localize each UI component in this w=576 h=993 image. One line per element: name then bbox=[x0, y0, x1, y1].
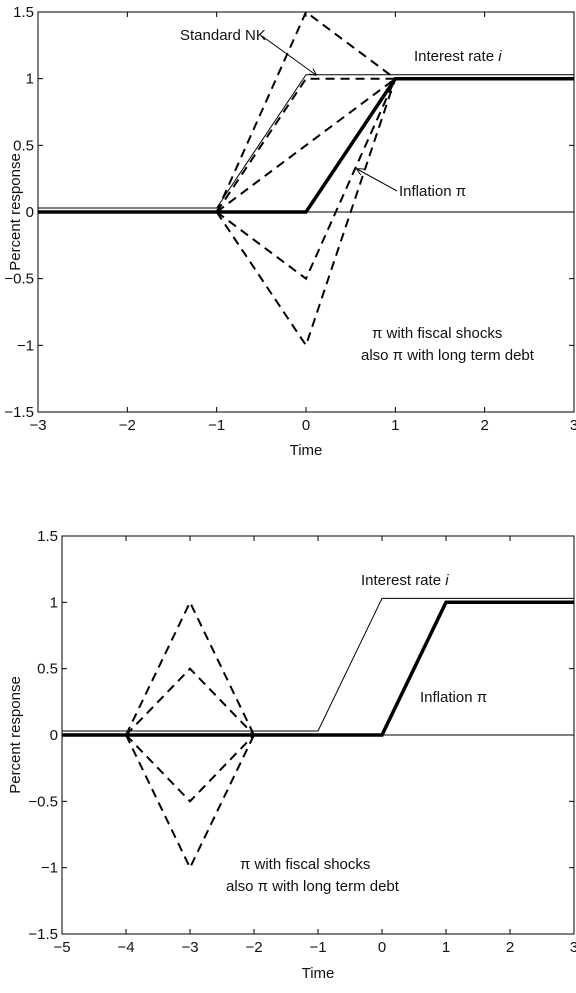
chart-panel-top: −3 −2 −1 0 1 2 3 −1.5 −1 −0.5 0 0.5 1 1.5 Time Perce… bbox=[4, 4, 576, 459]
x-axis-title: Time bbox=[302, 965, 335, 982]
x-tick-labels: −5 −4 −3 −2 −1 0 1 2 3 bbox=[53, 939, 576, 956]
series-line-dashed-3 bbox=[125, 667, 255, 736]
axis-ticks bbox=[61, 535, 575, 935]
x-tick-label: −2 bbox=[119, 417, 136, 434]
annotation-fiscal-shocks: π with fiscal shocks bbox=[372, 325, 502, 342]
x-tick-label: −4 bbox=[117, 939, 134, 956]
y-axis-title: Percent response bbox=[7, 153, 24, 271]
annotation-fiscal-shocks: π with fiscal shocks bbox=[240, 856, 370, 873]
x-tick-label: 3 bbox=[570, 417, 576, 434]
series-line-dashed-6 bbox=[215, 78, 397, 348]
y-tick-label: 1 bbox=[26, 71, 34, 88]
y-tick-label: 0.5 bbox=[13, 137, 34, 154]
y-axis-title: Percent response bbox=[7, 676, 24, 794]
y-tick-label: 1.5 bbox=[37, 528, 58, 545]
chart-panel-bottom: −5 −4 −3 −2 −1 0 1 2 3 −1.5 −1 −0.5 0 0.5 1 1.5 Time P… bbox=[7, 528, 576, 982]
y-tick-label: 0.5 bbox=[37, 661, 58, 678]
series-line-dashed-5 bbox=[125, 734, 255, 871]
series-line-dashed-2 bbox=[215, 10, 396, 213]
y-tick-label: −1 bbox=[17, 337, 34, 354]
annotation-inflation: Inflation π bbox=[399, 183, 466, 200]
series-line-dashed-4 bbox=[125, 734, 255, 803]
y-tick-label: 1 bbox=[50, 594, 58, 611]
x-tick-label: −2 bbox=[245, 939, 262, 956]
arrow-standard-nk bbox=[261, 35, 316, 75]
annotation-standard-nk: Standard NK bbox=[180, 27, 266, 44]
annotation-interest-rate: Interest rate i bbox=[414, 48, 502, 65]
x-axis-title: Time bbox=[290, 442, 323, 459]
y-tick-label: 0 bbox=[50, 727, 58, 744]
series-line-thick-1 bbox=[38, 76, 574, 214]
x-tick-label: 0 bbox=[302, 417, 310, 434]
series-line-dashed-4 bbox=[216, 77, 396, 213]
x-tick-labels: −3 −2 −1 0 1 2 3 bbox=[29, 417, 576, 434]
x-tick-label: 2 bbox=[480, 417, 488, 434]
annotation-long-term-debt: also π with long term debt bbox=[361, 347, 535, 364]
arrow-inflation bbox=[357, 169, 398, 192]
x-tick-label: 0 bbox=[378, 939, 386, 956]
series-line-thin-0 bbox=[38, 74, 574, 209]
annotation-interest-rate: Interest rate i bbox=[361, 572, 449, 589]
y-tick-label: 0 bbox=[26, 204, 34, 221]
x-tick-label: 1 bbox=[442, 939, 450, 956]
series-line-thin-0 bbox=[62, 597, 574, 732]
x-tick-label: 3 bbox=[570, 939, 576, 956]
y-tick-label: 1.5 bbox=[13, 4, 34, 21]
x-tick-label: −1 bbox=[208, 417, 225, 434]
x-tick-label: 1 bbox=[391, 417, 399, 434]
x-tick-label: 2 bbox=[506, 939, 514, 956]
y-tick-label: −1.5 bbox=[28, 926, 58, 943]
x-tick-label: −3 bbox=[29, 417, 46, 434]
series-line-dashed-2 bbox=[125, 599, 255, 736]
x-tick-label: −5 bbox=[53, 939, 70, 956]
y-tick-label: −0.5 bbox=[4, 271, 34, 288]
annotation-inflation: Inflation π bbox=[420, 689, 487, 706]
y-tick-label: −1.5 bbox=[4, 404, 34, 421]
y-tick-label: −1 bbox=[41, 860, 58, 877]
series-group bbox=[62, 597, 574, 871]
x-tick-label: −3 bbox=[181, 939, 198, 956]
series-group bbox=[38, 10, 574, 348]
y-tick-label: −0.5 bbox=[28, 793, 58, 810]
annotation-long-term-debt: also π with long term debt bbox=[226, 878, 400, 895]
series-line-dashed-5 bbox=[216, 78, 397, 281]
y-tick-labels: −1.5 −1 −0.5 0 0.5 1 1.5 bbox=[4, 4, 34, 421]
series-line-thick-1 bbox=[62, 600, 574, 737]
x-tick-label: −1 bbox=[309, 939, 326, 956]
series-line-dashed-3 bbox=[215, 77, 396, 213]
y-tick-labels: −1.5 −1 −0.5 0 0.5 1 1.5 bbox=[28, 528, 58, 943]
